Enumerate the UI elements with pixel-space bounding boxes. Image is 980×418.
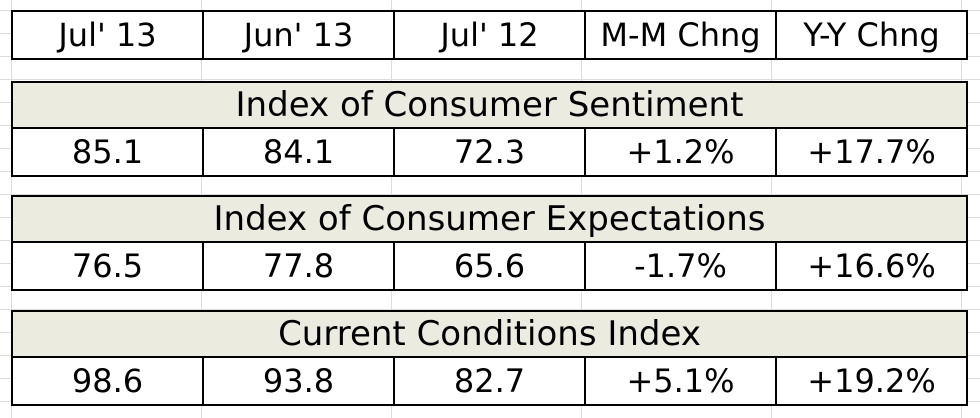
header-cell-mm-change[interactable]: M-M Chng bbox=[584, 10, 777, 60]
value-cell[interactable]: 76.5 bbox=[11, 243, 204, 291]
data-row-consumer-expectations: 76.5 77.8 65.6 -1.7% +16.6% bbox=[11, 243, 968, 291]
section-title-consumer-sentiment[interactable]: Index of Consumer Sentiment bbox=[11, 81, 968, 129]
value-cell[interactable]: 84.1 bbox=[202, 129, 395, 177]
header-row: Jul' 13 Jun' 13 Jul' 12 M-M Chng Y-Y Chn… bbox=[11, 10, 968, 60]
data-row-consumer-sentiment: 85.1 84.1 72.3 +1.2% +17.7% bbox=[11, 129, 968, 177]
value-cell[interactable]: 98.6 bbox=[11, 358, 204, 406]
value-cell[interactable]: 77.8 bbox=[202, 243, 395, 291]
value-cell[interactable]: +19.2% bbox=[775, 358, 968, 406]
value-cell[interactable]: 72.3 bbox=[393, 129, 586, 177]
value-cell[interactable]: 65.6 bbox=[393, 243, 586, 291]
section-title-text: Index of Consumer Expectations bbox=[213, 199, 766, 239]
header-cell-yy-change[interactable]: Y-Y Chng bbox=[775, 10, 968, 60]
data-row-current-conditions: 98.6 93.8 82.7 +5.1% +19.2% bbox=[11, 358, 968, 406]
section-title-current-conditions[interactable]: Current Conditions Index bbox=[11, 310, 968, 358]
value-cell[interactable]: -1.7% bbox=[584, 243, 777, 291]
value-cell[interactable]: +1.2% bbox=[584, 129, 777, 177]
value-cell[interactable]: 93.8 bbox=[202, 358, 395, 406]
section-title-text: Index of Consumer Sentiment bbox=[235, 85, 744, 125]
section-title-text: Current Conditions Index bbox=[278, 314, 701, 354]
value-cell[interactable]: +5.1% bbox=[584, 358, 777, 406]
value-cell[interactable]: +17.7% bbox=[775, 129, 968, 177]
value-cell[interactable]: 85.1 bbox=[11, 129, 204, 177]
header-cell-jun-13[interactable]: Jun' 13 bbox=[202, 10, 395, 60]
header-cell-jul-13[interactable]: Jul' 13 bbox=[11, 10, 204, 60]
section-title-consumer-expectations[interactable]: Index of Consumer Expectations bbox=[11, 195, 968, 243]
header-cell-jul-12[interactable]: Jul' 12 bbox=[393, 10, 586, 60]
value-cell[interactable]: 82.7 bbox=[393, 358, 586, 406]
value-cell[interactable]: +16.6% bbox=[775, 243, 968, 291]
